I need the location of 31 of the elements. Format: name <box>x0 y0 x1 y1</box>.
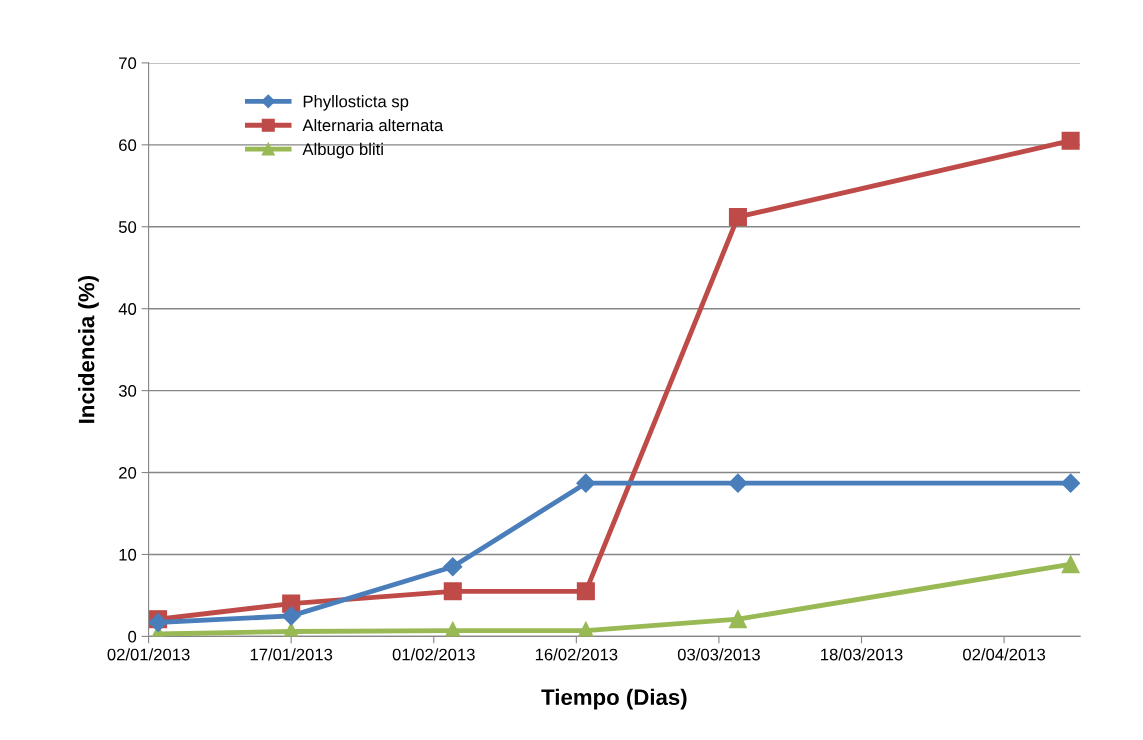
x-tick-label: 17/01/2013 <box>250 648 333 661</box>
x-axis-title: Tiempo (Dias) <box>541 688 687 710</box>
legend-label: Alternaria alternata <box>302 118 444 132</box>
x-tick-label: 16/02/2013 <box>535 648 618 661</box>
point <box>1061 555 1080 574</box>
point <box>728 207 747 226</box>
point <box>728 610 747 629</box>
x-tick-label: 01/02/2013 <box>392 648 475 661</box>
y-tick-label: 20 <box>119 466 137 479</box>
y-tick-label: 40 <box>118 303 137 315</box>
y-tick-label: 0 <box>128 630 137 643</box>
y-tick-label: 10 <box>119 548 137 561</box>
y-tick-label: 70 <box>119 57 137 70</box>
y-tick-label: 50 <box>118 221 137 233</box>
legend-label: Albugo bliti <box>302 142 383 159</box>
legend-label: Phyllosticta sp <box>303 95 409 111</box>
point <box>576 582 595 601</box>
point <box>1061 131 1080 150</box>
x-tick-label: 02/01/2013 <box>107 648 190 661</box>
y-tick-label: 30 <box>118 385 137 397</box>
point <box>281 606 301 626</box>
point <box>576 473 596 493</box>
point <box>443 582 462 601</box>
x-tick-label: 03/03/2013 <box>677 648 760 661</box>
point <box>728 473 748 493</box>
x-tick-label: 18/03/2013 <box>821 648 903 661</box>
x-tick-label: 02/04/2013 <box>963 648 1046 661</box>
point <box>1061 473 1081 493</box>
point <box>443 557 463 577</box>
y-axis-title: Incidencia (%) <box>78 276 99 423</box>
y-tick-label: 60 <box>119 139 137 152</box>
